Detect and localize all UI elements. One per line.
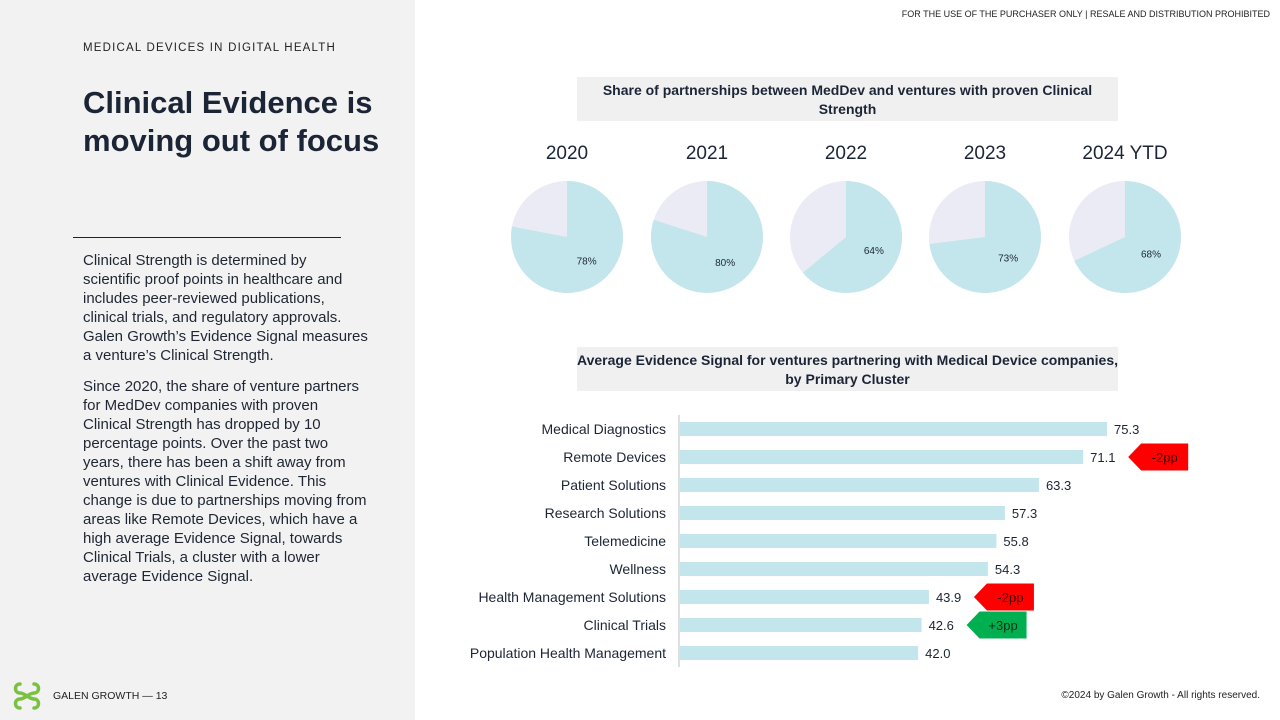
section-eyebrow: MEDICAL DEVICES IN DIGITAL HEALTH — [83, 42, 337, 54]
bar-value-label: 55.8 — [1003, 534, 1028, 549]
footer-brand: GALEN GROWTH — 13 — [53, 690, 167, 702]
bar — [680, 562, 988, 576]
bar-category-label: Remote Devices — [563, 449, 666, 465]
bar — [680, 506, 1005, 520]
bar-category-label: Wellness — [609, 561, 666, 577]
bar-value-label: 42.6 — [929, 618, 954, 633]
bar-category-label: Population Health Management — [470, 645, 666, 661]
pie-value-label: 64% — [864, 246, 884, 257]
bar — [680, 590, 929, 604]
change-tag — [1128, 443, 1189, 471]
body-paragraph-1: Clinical Strength is determined by scien… — [83, 252, 368, 364]
footer-separator: — — [142, 690, 153, 702]
bar-category-label: Patient Solutions — [561, 477, 666, 493]
pie-value-label: 78% — [577, 257, 597, 268]
change-tag-label: -2pp — [1152, 450, 1178, 465]
pie-clinical-strength-slice — [1074, 181, 1181, 293]
bar-value-label: 42.0 — [925, 646, 950, 661]
change-tag-label: -2pp — [997, 590, 1023, 605]
bar-value-label: 75.3 — [1114, 422, 1139, 437]
bar — [680, 450, 1084, 464]
bar-value-label: 63.3 — [1046, 478, 1071, 493]
pie-year-label: 2020 — [546, 143, 588, 164]
page-number: 13 — [155, 690, 168, 702]
pie-clinical-strength-slice — [651, 181, 763, 293]
bar — [680, 422, 1107, 436]
bar — [680, 646, 919, 660]
pie-2022: 2022 64% — [790, 143, 902, 293]
pie-chart: 2020 78% 2021 80% 2022 64% 2023 73% 2024 YTD 68% — [511, 143, 1181, 293]
bar-category-label: Clinical Trials — [584, 617, 666, 633]
body-paragraph-2: Since 2020, the share of venture partner… — [83, 378, 367, 585]
footer-brand-name: GALEN GROWTH — [53, 690, 140, 702]
bar-category-label: Medical Diagnostics — [542, 421, 667, 437]
pie-year-label: 2024 YTD — [1082, 143, 1167, 164]
change-tag-label: +3pp — [988, 618, 1017, 633]
change-tag — [966, 611, 1027, 639]
bar-category-label: Telemedicine — [584, 533, 666, 549]
pie-clinical-strength-slice — [802, 181, 902, 293]
pie-year-label: 2022 — [825, 143, 867, 164]
bar-category-label: Health Management Solutions — [478, 589, 666, 605]
pie-2020: 2020 78% — [511, 143, 623, 293]
pie-year-label: 2023 — [964, 143, 1006, 164]
pie-year-label: 2021 — [686, 143, 728, 164]
pie-value-label: 80% — [715, 258, 735, 269]
bar — [680, 618, 922, 632]
change-tag — [973, 583, 1034, 611]
usage-notice: FOR THE USE OF THE PURCHASER ONLY | RESA… — [901, 9, 1270, 19]
pie-chart-title: Share of partnerships between MedDev and… — [577, 77, 1118, 121]
galen-growth-logo-icon — [13, 682, 41, 710]
bar — [680, 478, 1039, 492]
pie-2024-ytd: 2024 YTD 68% — [1069, 143, 1181, 293]
pie-clinical-strength-slice — [511, 181, 623, 293]
pie-clinical-strength-slice — [929, 181, 1041, 293]
body-text: Clinical Strength is determined by scien… — [83, 251, 368, 598]
bar-value-label: 71.1 — [1090, 450, 1115, 465]
copyright: ©2024 by Galen Growth - All rights reser… — [1061, 690, 1260, 701]
bar-category-label: Research Solutions — [545, 505, 666, 521]
pie-2021: 2021 80% — [651, 143, 763, 293]
bar-value-label: 54.3 — [995, 562, 1020, 577]
bar-value-label: 43.9 — [936, 590, 961, 605]
pie-2023: 2023 73% — [929, 143, 1041, 293]
pie-value-label: 73% — [998, 253, 1018, 264]
title-divider — [73, 237, 341, 238]
bar-value-label: 57.3 — [1012, 506, 1037, 521]
page-title: Clinical Evidence is moving out of focus — [83, 85, 380, 158]
bar-chart-title: Average Evidence Signal for ventures par… — [577, 347, 1118, 391]
bar — [680, 534, 997, 548]
bar-chart: Medical Diagnostics 75.3 Remote Devices 71.… — [470, 415, 1189, 667]
left-panel — [0, 0, 415, 720]
pie-value-label: 68% — [1141, 250, 1161, 261]
